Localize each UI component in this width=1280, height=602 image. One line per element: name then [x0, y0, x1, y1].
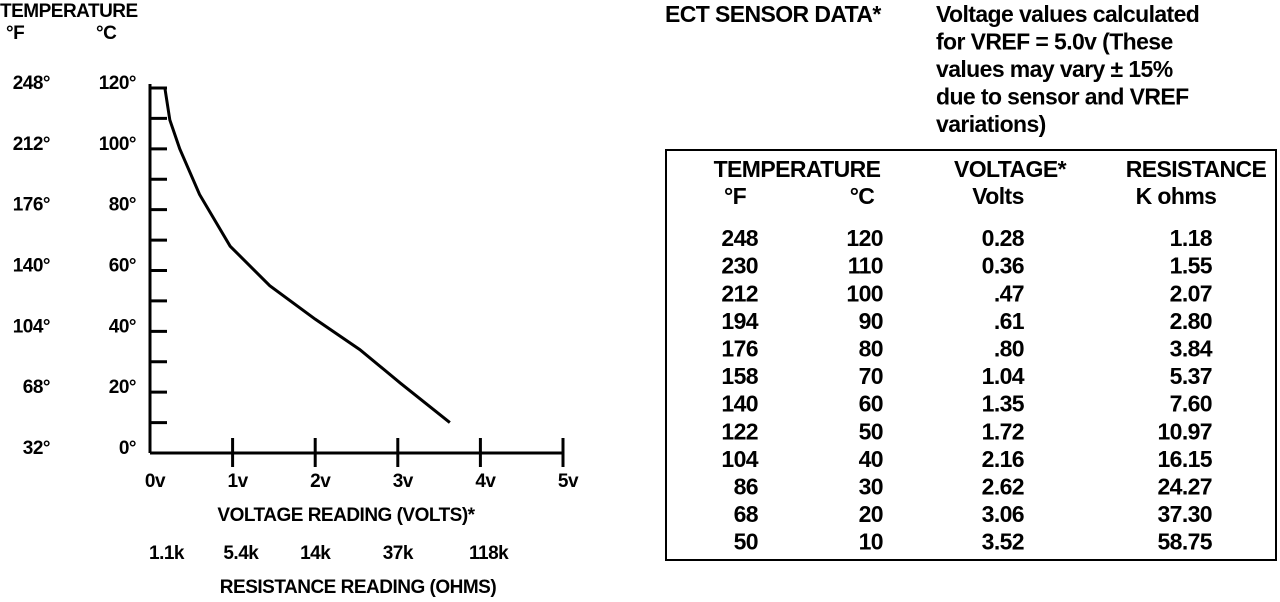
table-cell: 0.36: [982, 253, 1024, 279]
x2-tick-label: 118k: [469, 543, 509, 564]
x-tick-label: 4v: [475, 471, 496, 492]
table-cell: 37.30: [1157, 501, 1212, 527]
x2-label: RESISTANCE READING (OHMS): [220, 577, 497, 598]
th-volts: Volts: [972, 183, 1024, 209]
table-cell: 30: [859, 473, 883, 499]
y-tick-label: 40°: [109, 316, 136, 337]
x-tick-label: 3v: [393, 471, 414, 492]
table-cell: 2.62: [982, 473, 1024, 499]
table-cell: 70: [859, 363, 883, 389]
table-cell: .80: [994, 335, 1024, 361]
table-cell: 110: [848, 253, 883, 279]
table-cell: 100: [846, 280, 883, 306]
table-cell: 104: [721, 446, 758, 472]
chart-header: TEMPERATURE: [0, 1, 138, 22]
table-cell: 158: [721, 363, 758, 389]
table-cell: 194: [721, 308, 758, 334]
table-cell: 60: [859, 391, 883, 417]
x-tick-label: 0v: [145, 471, 166, 492]
table-cell: 68: [734, 501, 759, 527]
x2-tick-label: 14k: [300, 543, 331, 564]
y2-tick-label: 176°: [13, 195, 50, 216]
table-cell: 176: [721, 335, 758, 361]
table-cell: 140: [721, 391, 758, 417]
table-cell: 50: [734, 529, 758, 555]
table-cell: 90: [859, 308, 883, 334]
note-line: values may vary ± 15%: [936, 56, 1173, 82]
y2-tick-label: 212°: [13, 134, 50, 155]
x-label: VOLTAGE READING (VOLTS)*: [217, 505, 475, 526]
x2-tick-label: 5.4k: [223, 543, 259, 564]
table-cell: 230: [721, 253, 758, 279]
x-tick-label: 2v: [310, 471, 331, 492]
table-cell: .47: [994, 280, 1024, 306]
table-cell: 2.80: [1170, 308, 1212, 334]
note-line: due to sensor and VREF: [936, 84, 1189, 110]
table-cell: 40: [859, 446, 883, 472]
th-resistance: RESISTANCE: [1126, 156, 1267, 182]
y2-tick-label: 104°: [13, 316, 50, 337]
table-cell: 248: [721, 225, 758, 251]
table-cell: 1.18: [1170, 225, 1213, 251]
table-cell: 3.84: [1170, 335, 1213, 361]
table-cell: 5.37: [1170, 363, 1212, 389]
table-cell: .61: [994, 308, 1025, 334]
y-tick-label: 100°: [99, 134, 136, 155]
table-cell: 2.16: [982, 446, 1024, 472]
x2-tick-label: 1.1k: [149, 543, 185, 564]
table-cell: 3.06: [982, 501, 1024, 527]
th-c: °C: [850, 183, 875, 209]
th-kohms: K ohms: [1136, 183, 1217, 209]
y-tick-label: 120°: [99, 73, 136, 94]
y-tick-label: 20°: [109, 377, 136, 398]
y2-label: °F: [6, 23, 24, 44]
note-line: variations): [936, 111, 1046, 137]
table-cell: 24.27: [1157, 473, 1212, 499]
y-tick-label: 60°: [109, 256, 136, 277]
note-line: Voltage values calculated: [936, 1, 1199, 27]
y-tick-label: 0°: [119, 438, 136, 459]
table-cell: 2.07: [1170, 280, 1212, 306]
table-frame: [665, 149, 1277, 561]
table-cell: 16.15: [1157, 446, 1212, 472]
table-cell: 212: [721, 280, 758, 306]
table-cell: 7.60: [1170, 391, 1212, 417]
th-f: °F: [724, 183, 747, 209]
table-cell: 1.04: [982, 363, 1025, 389]
x2-tick-label: 37k: [383, 543, 414, 564]
x-tick-label: 5v: [558, 471, 579, 492]
y-tick-label: 80°: [109, 195, 136, 216]
table-cell: 122: [721, 418, 758, 444]
y2-tick-label: 68°: [23, 377, 50, 398]
note-line: for VREF = 5.0v (These: [936, 29, 1173, 55]
curve: [150, 86, 451, 424]
table-cell: 20: [859, 501, 883, 527]
x-tick-label: 1v: [228, 471, 249, 492]
th-voltage: VOLTAGE*: [954, 156, 1067, 182]
y2-tick-label: 140°: [13, 256, 50, 277]
table-cell: 120: [846, 225, 883, 251]
table-cell: 10: [859, 529, 883, 555]
table-cell: 10.97: [1157, 418, 1212, 444]
y2-tick-label: 248°: [13, 73, 50, 94]
table-cell: 86: [734, 473, 758, 499]
table-cell: 0.28: [982, 225, 1025, 251]
y-label: °C: [96, 23, 117, 44]
table-cell: 80: [859, 335, 883, 361]
y2-tick-label: 32°: [23, 438, 50, 459]
panel-title: ECT SENSOR DATA*: [665, 1, 881, 27]
table-cell: 50: [859, 418, 883, 444]
table-cell: 3.52: [982, 529, 1024, 555]
table-cell: 1.72: [982, 418, 1024, 444]
table-cell: 58.75: [1157, 529, 1212, 555]
table-cell: 1.35: [982, 391, 1025, 417]
th-temperature: TEMPERATURE: [714, 156, 881, 182]
table-cell: 1.55: [1170, 253, 1213, 279]
